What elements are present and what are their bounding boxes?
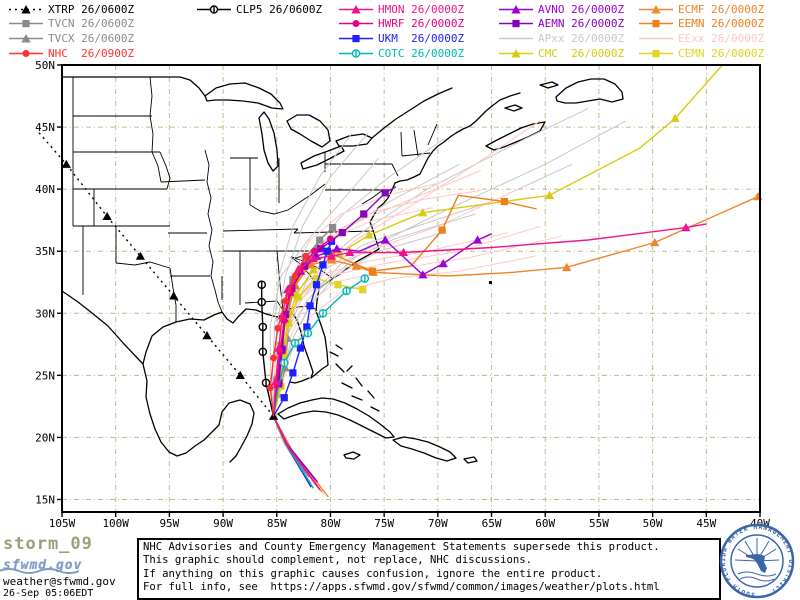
legend-entry-aemn: AEMN 26/0000Z [498,17,624,32]
legend-entry-xtrp: XTRP 26/0600Z [8,2,134,17]
legend-entry-avno: AVNO 26/0000Z [498,2,624,17]
lon-tick-label: 55W [589,517,609,530]
legend-entry-label: ECMF 26/0000Z [678,2,765,16]
triangle-marker-icon [339,4,373,14]
legend-entry-apxx: APxx 26/0000Z [498,31,624,46]
storm-id: storm_09 [3,534,93,554]
triangle-marker-icon [9,4,43,14]
circle-marker-icon [9,49,43,57]
sfwmd-seal: SOUTH FLORIDA WATER MANAGEMENT DISTRICT [719,523,795,599]
florida-silhouette [746,554,767,573]
legend-entry-cemn: CEMN 26/0000Z [638,46,764,61]
legend-entry-label: COTC 26/0000Z [378,46,465,60]
legend-entry-label: XTRP 26/0600Z [48,2,135,16]
line-icon [499,37,533,40]
lon-tick-label: 95W [159,517,179,530]
legend-entry-hwrf: HWRF 26/0000Z [338,17,464,32]
legend-entry-cmc: CMC 26/0000Z [498,46,624,61]
square-marker-icon [339,34,373,43]
disclaimer-line: If anything on this graphic causes confu… [143,567,603,580]
lat-tick-label: 40N [35,183,55,196]
triangle-marker-icon [9,33,43,43]
legend-entry-label: TVCX 26/0600Z [48,31,135,45]
legend-entry-label: TVCN 26/0600Z [48,17,135,31]
legend-entry-label: HMON 26/0000Z [378,2,465,16]
lon-tick-label: 85W [267,517,287,530]
lat-tick-label: 25N [35,369,55,382]
square-marker-icon [639,49,673,57]
legend-entry-hmon: HMON 26/0000Z [338,2,464,17]
legend-entry-label: EExx 26/0000Z [678,31,765,45]
legend-entry-tvcx: TVCX 26/0600Z [8,31,134,46]
lat-tick-label: 50N [35,59,55,72]
issue-timestamp: 26-Sep 05:06EDT [3,588,94,599]
circle-marker-icon [339,20,373,28]
legend-entry-cotc: COTC 26/0000Z [338,46,464,61]
model-legend: XTRP 26/0600Z TVCN 26/0600Z TVCX 26/0600Z N… [0,0,800,60]
legend-entry-label: CMC 26/0000Z [538,46,625,60]
legend-entry-label: CLP5 26/0600Z [236,2,323,16]
legend-entry-label: EEMN 26/0000Z [678,17,765,31]
legend-column: AVNO 26/0000Z AEMN 26/0000Z APxx 26/0000Z C… [498,2,624,60]
legend-entry-nhc: NHC 26/0900Z [8,46,134,61]
square-marker-icon [639,20,673,28]
legend-entry-tvcn: TVCN 26/0600Z [8,17,134,32]
disclaimer-line: This graphic should complement, not repl… [143,554,533,567]
legend-entry-ukm: UKM 26/0000Z [338,31,464,46]
open-circle-marker-icon [339,48,373,58]
open-circle-marker-icon [197,5,231,14]
line-icon [639,37,673,40]
legend-column: ECMF 26/0000Z EEMN 26/0000Z EExx 26/0000Z C… [638,2,764,60]
contact-email: weather@sfwmd.gov [3,575,116,588]
lon-tick-label: 75W [374,517,394,530]
triangle-marker-icon [499,48,533,58]
lat-tick-label: 15N [35,493,55,506]
lon-tick-label: 70W [428,517,448,530]
legend-entry-label: AVNO 26/0000Z [538,2,625,16]
lon-tick-label: 45W [696,517,716,530]
sfwmd-logo-text: sfwmd.gov [3,558,83,573]
triangle-marker-icon [499,4,533,14]
square-marker-icon [499,20,533,28]
lon-tick-label: 50W [643,517,663,530]
legend-column: CLP5 26/0600Z [196,2,322,17]
lat-tick-label: 30N [35,307,55,320]
disclaimer-line: For full info, see https://apps.sfwmd.go… [143,581,660,594]
legend-entry-label: CEMN 26/0000Z [678,46,765,60]
legend-entry-label: AEMN 26/0000Z [538,17,625,31]
legend-entry-label: HWRF 26/0000Z [378,17,465,31]
disclaimer-box: NHC Advisories and County Emergency Mana… [137,538,721,600]
triangle-marker-icon [639,4,673,14]
lon-tick-label: 60W [535,517,555,530]
legend-column: HMON 26/0000Z HWRF 26/0000Z UKM 26/0000Z CO… [338,2,464,60]
legend-column: XTRP 26/0600Z TVCN 26/0600Z TVCX 26/0600Z N… [8,2,134,60]
legend-entry-clp5: CLP5 26/0600Z [196,2,322,17]
lon-tick-label: 105W [49,517,76,530]
legend-entry-eexx: EExx 26/0000Z [638,31,764,46]
branding-block: storm_09 sfwmd.gov weather@sfwmd.gov 26-… [0,534,135,599]
lon-tick-label: 80W [321,517,341,530]
lon-tick-label: 65W [482,517,502,530]
lat-tick-label: 35N [35,245,55,258]
legend-entry-label: UKM 26/0000Z [378,31,465,45]
legend-entry-label: APxx 26/0000Z [538,31,625,45]
lat-tick-label: 20N [35,431,55,444]
disclaimer-line: NHC Advisories and County Emergency Mana… [143,541,660,553]
legend-entry-label: NHC 26/0900Z [48,46,135,60]
lon-tick-label: 100W [102,517,129,530]
legend-entry-eemn: EEMN 26/0000Z [638,17,764,32]
lon-tick-label: 90W [213,517,233,530]
legend-entry-ecmf: ECMF 26/0000Z [638,2,764,17]
sfwmd-logo: sfwmd.gov [0,558,83,574]
square-marker-icon [9,20,43,28]
wave-icon [0,568,79,574]
lat-tick-label: 45N [35,121,55,134]
